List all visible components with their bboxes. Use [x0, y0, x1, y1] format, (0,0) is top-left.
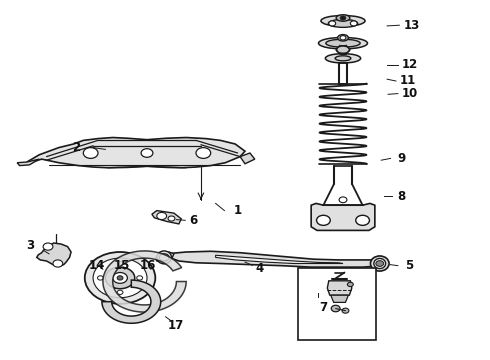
Circle shape	[376, 261, 384, 266]
Circle shape	[340, 36, 346, 40]
Text: 15: 15	[113, 259, 130, 272]
Text: 17: 17	[167, 319, 184, 332]
Circle shape	[117, 276, 123, 280]
Ellipse shape	[370, 256, 389, 271]
Circle shape	[105, 267, 135, 289]
Polygon shape	[167, 251, 373, 267]
Circle shape	[339, 197, 347, 203]
Text: 1: 1	[234, 204, 242, 217]
Circle shape	[356, 215, 369, 225]
Text: 13: 13	[403, 19, 420, 32]
Text: 12: 12	[401, 58, 418, 71]
Circle shape	[83, 148, 98, 158]
Circle shape	[329, 21, 336, 26]
Text: 7: 7	[319, 301, 327, 314]
Ellipse shape	[157, 251, 172, 264]
Circle shape	[331, 305, 340, 312]
Circle shape	[350, 21, 357, 26]
Circle shape	[117, 290, 123, 294]
Polygon shape	[17, 159, 39, 166]
Circle shape	[342, 308, 349, 313]
Circle shape	[347, 282, 353, 287]
Text: 2: 2	[72, 141, 80, 154]
Ellipse shape	[326, 39, 360, 47]
Circle shape	[196, 148, 211, 158]
Circle shape	[157, 212, 167, 220]
Ellipse shape	[338, 35, 348, 41]
Text: 3: 3	[26, 239, 34, 252]
Text: 5: 5	[405, 259, 413, 272]
Ellipse shape	[328, 19, 358, 27]
Text: 4: 4	[256, 262, 264, 275]
Ellipse shape	[374, 258, 386, 269]
Circle shape	[85, 252, 155, 304]
Text: 10: 10	[401, 87, 418, 100]
Circle shape	[53, 260, 63, 267]
Circle shape	[117, 261, 123, 266]
Circle shape	[340, 16, 346, 20]
Text: 11: 11	[399, 75, 416, 87]
Polygon shape	[37, 243, 71, 266]
Polygon shape	[156, 252, 174, 263]
Polygon shape	[103, 251, 186, 312]
Circle shape	[159, 254, 169, 261]
Circle shape	[137, 276, 143, 280]
Polygon shape	[152, 211, 181, 224]
Ellipse shape	[336, 46, 350, 53]
Text: 9: 9	[398, 152, 406, 165]
Polygon shape	[102, 280, 161, 323]
Ellipse shape	[318, 37, 368, 49]
Polygon shape	[240, 153, 255, 164]
Circle shape	[93, 258, 147, 298]
Circle shape	[141, 149, 153, 157]
Ellipse shape	[321, 15, 365, 26]
Text: 14: 14	[89, 259, 105, 272]
Text: 8: 8	[398, 190, 406, 203]
Polygon shape	[27, 138, 245, 168]
Bar	[298, 268, 376, 340]
Circle shape	[317, 215, 330, 225]
Circle shape	[98, 276, 103, 280]
Text: 6: 6	[190, 214, 197, 227]
Circle shape	[168, 216, 175, 221]
Text: 16: 16	[140, 259, 156, 272]
Polygon shape	[216, 255, 343, 264]
Ellipse shape	[325, 54, 361, 63]
Polygon shape	[331, 295, 348, 302]
Ellipse shape	[335, 56, 351, 61]
Circle shape	[43, 243, 53, 250]
Polygon shape	[327, 281, 352, 295]
Ellipse shape	[336, 15, 350, 21]
Circle shape	[113, 273, 127, 283]
Polygon shape	[311, 203, 375, 230]
